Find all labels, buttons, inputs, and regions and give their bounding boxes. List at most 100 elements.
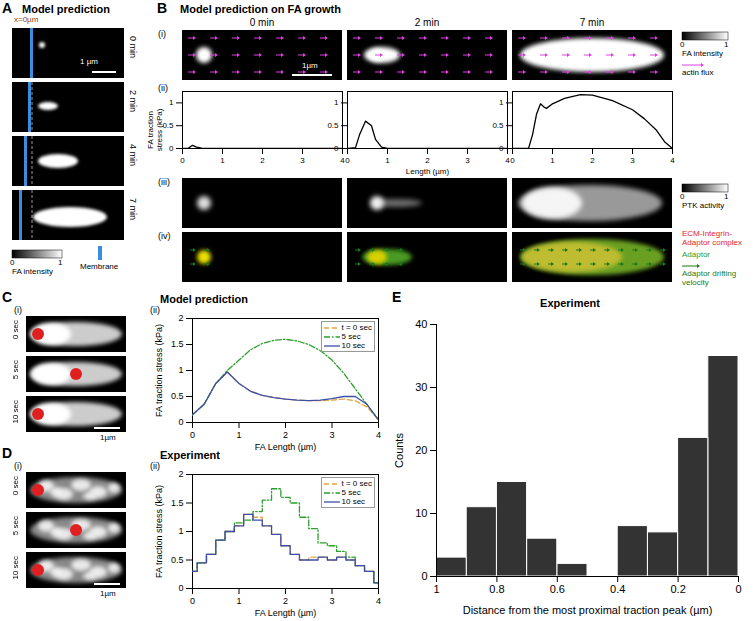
svg-text:0.5: 0.5 xyxy=(492,121,504,130)
svg-text:1: 1 xyxy=(236,596,241,606)
svg-text:Distance from the most proxima: Distance from the most proximal traction… xyxy=(463,604,713,616)
svg-text:0.6: 0.6 xyxy=(550,583,565,595)
svg-text:FA Length (µm): FA Length (µm) xyxy=(255,442,317,452)
svg-text:1: 1 xyxy=(385,156,390,165)
html-text:Adaptor: Adaptor xyxy=(682,250,710,259)
html-text:5 sec: 5 sec xyxy=(11,360,20,380)
svg-text:0: 0 xyxy=(510,156,515,165)
svg-text:1: 1 xyxy=(236,430,241,440)
svg-text:0.8: 0.8 xyxy=(489,583,504,595)
html-text:1µm: 1µm xyxy=(302,61,318,70)
html-text:ECM-Integrin-Adaptor complex: ECM-Integrin-Adaptor complex xyxy=(682,229,742,247)
svg-text:1: 1 xyxy=(178,365,183,375)
svg-text:1.5: 1.5 xyxy=(171,498,184,508)
html-text:actin flux: actin flux xyxy=(682,68,714,77)
svg-text:0: 0 xyxy=(345,156,350,165)
html-text:PTK activity: PTK activity xyxy=(682,201,725,210)
html-text:Experiment: Experiment xyxy=(160,449,220,461)
svg-text:0: 0 xyxy=(499,144,504,153)
svg-text:2: 2 xyxy=(283,596,288,606)
svg-text:0: 0 xyxy=(169,144,174,153)
html-text:(ii): (ii) xyxy=(158,83,168,93)
svg-text:0.4: 0.4 xyxy=(610,583,625,595)
svg-text:FA Length (µm): FA Length (µm) xyxy=(255,608,317,618)
html-text:7 min: 7 min xyxy=(579,17,605,28)
html-text:D: D xyxy=(2,445,13,461)
svg-text:1.5: 1.5 xyxy=(171,339,184,349)
svg-text:1: 1 xyxy=(499,98,504,107)
svg-text:20: 20 xyxy=(415,444,427,456)
svg-text:0: 0 xyxy=(190,430,195,440)
html-text:FA intensity: FA intensity xyxy=(12,267,53,276)
svg-text:1: 1 xyxy=(550,156,555,165)
svg-text:2: 2 xyxy=(178,313,183,323)
svg-text:FA tractionstress (kPa): FA tractionstress (kPa) xyxy=(146,108,164,151)
html-text:0 sec: 0 sec xyxy=(11,320,20,340)
html-text:2 min: 2 min xyxy=(414,17,440,28)
html-text:E: E xyxy=(392,289,402,305)
html-text:1 µm: 1 µm xyxy=(80,57,98,66)
svg-text:2: 2 xyxy=(283,430,288,440)
svg-text:0: 0 xyxy=(178,583,183,593)
svg-text:0: 0 xyxy=(178,417,183,427)
svg-text:30: 30 xyxy=(415,381,427,393)
html-text:10 sec: 10 sec xyxy=(11,400,20,424)
html-text:0 min: 0 min xyxy=(249,17,275,28)
html-text:2 min: 2 min xyxy=(127,90,138,112)
svg-text:1: 1 xyxy=(178,526,183,536)
svg-text:0.5: 0.5 xyxy=(171,391,184,401)
svg-text:FA traction stress (kPa): FA traction stress (kPa) xyxy=(154,324,164,417)
svg-text:0.5: 0.5 xyxy=(171,555,184,565)
svg-text:4: 4 xyxy=(670,156,675,165)
html-text:A: A xyxy=(2,0,13,16)
svg-text:0.2: 0.2 xyxy=(670,583,685,595)
html-text:Membrane: Membrane xyxy=(80,262,119,271)
html-text:(ii): (ii) xyxy=(150,305,160,315)
svg-text:0: 0 xyxy=(190,596,195,606)
html-text:B: B xyxy=(157,0,168,16)
svg-text:3: 3 xyxy=(630,156,635,165)
svg-text:2: 2 xyxy=(260,156,265,165)
svg-text:0: 0 xyxy=(735,583,741,595)
svg-text:1: 1 xyxy=(334,98,339,107)
svg-text:2: 2 xyxy=(590,156,595,165)
svg-text:1: 1 xyxy=(169,98,174,107)
html-text:5 sec: 5 sec xyxy=(341,332,361,341)
html-text:Model prediction on FA growth: Model prediction on FA growth xyxy=(180,3,341,15)
html-text:Model prediction: Model prediction xyxy=(22,3,110,15)
svg-text:4: 4 xyxy=(376,430,381,440)
svg-text:0: 0 xyxy=(180,156,185,165)
svg-text:2: 2 xyxy=(178,469,183,479)
html-text:(ii): (ii) xyxy=(150,461,160,471)
svg-text:3: 3 xyxy=(329,430,334,440)
html-text:0 min: 0 min xyxy=(127,36,138,58)
html-text:(iii): (iii) xyxy=(158,177,170,187)
html-text:x=0µm: x=0µm xyxy=(14,15,39,24)
svg-text:3: 3 xyxy=(300,156,305,165)
html-text:FA intensity: FA intensity xyxy=(682,49,723,58)
svg-text:1: 1 xyxy=(220,156,225,165)
svg-text:FA traction stress (kPa): FA traction stress (kPa) xyxy=(154,485,164,578)
html-text:C: C xyxy=(2,289,13,305)
svg-text:Counts: Counts xyxy=(393,433,405,468)
svg-text:0.5: 0.5 xyxy=(162,121,174,130)
html-text:Adaptor drifting velocity: Adaptor drifting velocity xyxy=(682,269,737,287)
svg-text:4: 4 xyxy=(376,596,381,606)
html-text:4 min: 4 min xyxy=(127,144,138,166)
html-text:Experiment: Experiment xyxy=(540,297,600,309)
svg-text:10: 10 xyxy=(415,507,427,519)
svg-text:0: 0 xyxy=(334,144,339,153)
svg-text:0: 0 xyxy=(421,570,427,582)
html-text:Model prediction: Model prediction xyxy=(160,293,248,305)
svg-text:40: 40 xyxy=(415,318,427,330)
html-text:7 min: 7 min xyxy=(127,198,138,220)
svg-text:0.5: 0.5 xyxy=(327,121,339,130)
html-text:(iv): (iv) xyxy=(158,231,171,241)
svg-text:Length (µm): Length (µm) xyxy=(406,167,450,176)
svg-text:2: 2 xyxy=(425,156,430,165)
svg-text:3: 3 xyxy=(329,596,334,606)
html-text:t = 0 sec: t = 0 sec xyxy=(341,323,372,332)
svg-text:1: 1 xyxy=(433,583,439,595)
svg-text:3: 3 xyxy=(465,156,470,165)
html-text:1µm: 1µm xyxy=(100,433,116,442)
